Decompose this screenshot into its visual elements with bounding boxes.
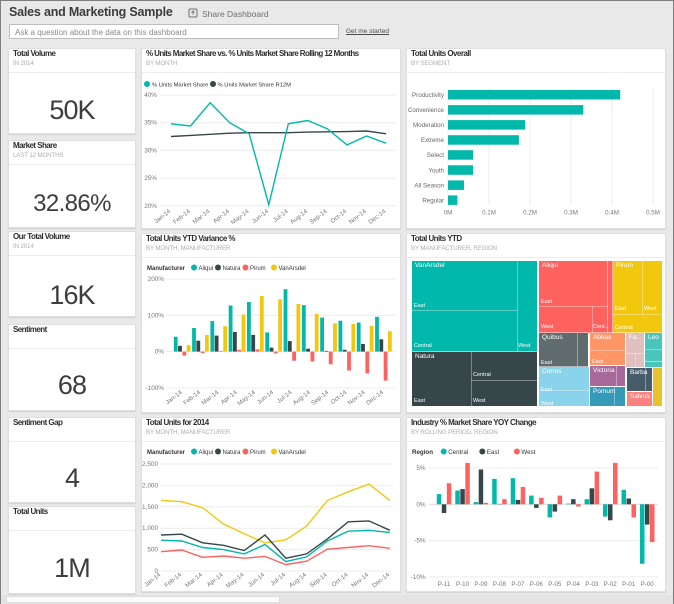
svg-text:West: West	[521, 449, 535, 456]
svg-text:P-01: P-01	[622, 581, 636, 588]
svg-text:Moderation: Moderation	[413, 122, 445, 129]
svg-text:Jun-14: Jun-14	[256, 389, 276, 407]
svg-text:Feb-14: Feb-14	[182, 389, 202, 407]
svg-text:Convenience: Convenience	[408, 107, 445, 114]
svg-text:VanArsdel: VanArsdel	[279, 450, 306, 456]
svg-text:100%: 100%	[148, 312, 165, 319]
svg-text:Pirum: Pirum	[250, 450, 266, 456]
svg-text:Region: Region	[412, 449, 433, 456]
svg-text:Regular: Regular	[422, 197, 444, 204]
svg-text:Aug-14: Aug-14	[289, 208, 309, 226]
svg-text:0.1M: 0.1M	[482, 210, 496, 217]
svg-text:Manufacturer: Manufacturer	[147, 266, 186, 272]
svg-text:Nov-14: Nov-14	[347, 389, 367, 407]
svg-text:0.5M: 0.5M	[646, 210, 660, 217]
svg-text:P-05: P-05	[548, 581, 562, 588]
svg-text:Sep-14: Sep-14	[310, 389, 330, 407]
svg-text:All Season: All Season	[414, 182, 444, 189]
svg-text:0: 0	[154, 568, 158, 575]
svg-text:Jan-14: Jan-14	[153, 208, 173, 226]
svg-text:Jul-14: Jul-14	[269, 571, 287, 587]
svg-text:25%: 25%	[144, 175, 157, 182]
svg-text:0%: 0%	[416, 501, 426, 508]
svg-text:-5%: -5%	[414, 538, 426, 545]
svg-text:Aliqui: Aliqui	[199, 266, 214, 272]
svg-text:-100%: -100%	[146, 385, 165, 392]
svg-text:Sep-14: Sep-14	[309, 208, 329, 226]
svg-text:Oct-14: Oct-14	[329, 208, 348, 225]
svg-text:0.3M: 0.3M	[564, 210, 578, 217]
svg-text:40%: 40%	[144, 92, 157, 99]
svg-text:P-03: P-03	[585, 581, 599, 588]
svg-text:200%: 200%	[148, 276, 165, 283]
svg-text:% Units Market Share: % Units Market Share	[152, 83, 208, 89]
svg-text:Jul-14: Jul-14	[272, 208, 290, 224]
svg-text:P-10: P-10	[456, 581, 470, 588]
svg-text:0%: 0%	[155, 349, 165, 356]
svg-text:5%: 5%	[416, 465, 426, 472]
svg-text:0.4M: 0.4M	[605, 210, 619, 217]
svg-text:Central: Central	[448, 449, 468, 456]
svg-text:Aliqui: Aliqui	[199, 450, 214, 456]
svg-text:2,000: 2,000	[142, 482, 158, 489]
svg-text:Dec-14: Dec-14	[367, 208, 387, 226]
svg-text:Mar-14: Mar-14	[200, 389, 220, 407]
svg-text:1,500: 1,500	[142, 504, 158, 511]
svg-text:Dec-14: Dec-14	[365, 389, 385, 407]
svg-text:Apr-14: Apr-14	[212, 208, 231, 225]
svg-text:Apr-14: Apr-14	[220, 389, 239, 406]
svg-text:Aug-14: Aug-14	[288, 571, 308, 589]
svg-text:20%: 20%	[144, 203, 157, 210]
svg-text:VanArsdel: VanArsdel	[279, 266, 306, 272]
svg-text:Mar-14: Mar-14	[192, 208, 212, 226]
svg-text:Natura: Natura	[223, 450, 242, 456]
svg-text:0.2M: 0.2M	[523, 210, 537, 217]
svg-text:May-14: May-14	[236, 389, 257, 408]
svg-text:0M: 0M	[444, 210, 453, 217]
svg-text:Dec-14: Dec-14	[371, 571, 391, 589]
svg-text:P-09: P-09	[474, 581, 488, 588]
svg-text:Feb-14: Feb-14	[163, 571, 183, 589]
svg-text:Nov-14: Nov-14	[348, 208, 368, 226]
svg-text:1,000: 1,000	[142, 525, 158, 532]
svg-text:Manufacturer: Manufacturer	[147, 450, 186, 456]
svg-text:-10%: -10%	[411, 574, 426, 581]
svg-text:Jul-14: Jul-14	[276, 389, 294, 405]
svg-text:2,500: 2,500	[142, 461, 158, 468]
svg-text:Natura: Natura	[223, 266, 242, 272]
svg-text:Jun-14: Jun-14	[251, 208, 271, 226]
svg-text:P-06: P-06	[530, 581, 544, 588]
svg-text:Jan-14: Jan-14	[143, 571, 163, 589]
svg-text:P-02: P-02	[604, 581, 618, 588]
svg-text:May-14: May-14	[225, 571, 246, 590]
svg-text:Sep-14: Sep-14	[309, 571, 329, 589]
svg-text:% Units Market Share R12M: % Units Market Share R12M	[218, 83, 292, 89]
svg-text:35%: 35%	[144, 120, 157, 127]
svg-text:Oct-14: Oct-14	[329, 389, 348, 406]
svg-text:Extreme: Extreme	[421, 137, 445, 144]
svg-text:Select: Select	[427, 152, 444, 159]
svg-text:Apr-14: Apr-14	[206, 571, 225, 588]
svg-text:P-11: P-11	[438, 581, 451, 588]
svg-text:P-00: P-00	[641, 581, 655, 588]
svg-text:Oct-14: Oct-14	[330, 571, 349, 588]
svg-text:East: East	[487, 449, 500, 456]
svg-text:Pirum: Pirum	[250, 266, 266, 272]
svg-text:Youth: Youth	[428, 167, 444, 174]
svg-text:30%: 30%	[144, 147, 157, 154]
svg-text:P-08: P-08	[493, 581, 507, 588]
svg-text:Mar-14: Mar-14	[184, 571, 204, 589]
svg-text:500: 500	[147, 547, 158, 554]
svg-text:Productivity: Productivity	[412, 92, 445, 99]
svg-text:Aug-14: Aug-14	[292, 389, 312, 407]
svg-text:P-04: P-04	[567, 581, 581, 588]
svg-text:Feb-14: Feb-14	[172, 208, 192, 226]
svg-text:May-14: May-14	[230, 208, 251, 227]
svg-text:Nov-14: Nov-14	[350, 571, 370, 589]
svg-text:Jan-14: Jan-14	[164, 389, 184, 407]
svg-text:Jun-14: Jun-14	[247, 571, 267, 589]
svg-text:P-07: P-07	[511, 581, 525, 588]
